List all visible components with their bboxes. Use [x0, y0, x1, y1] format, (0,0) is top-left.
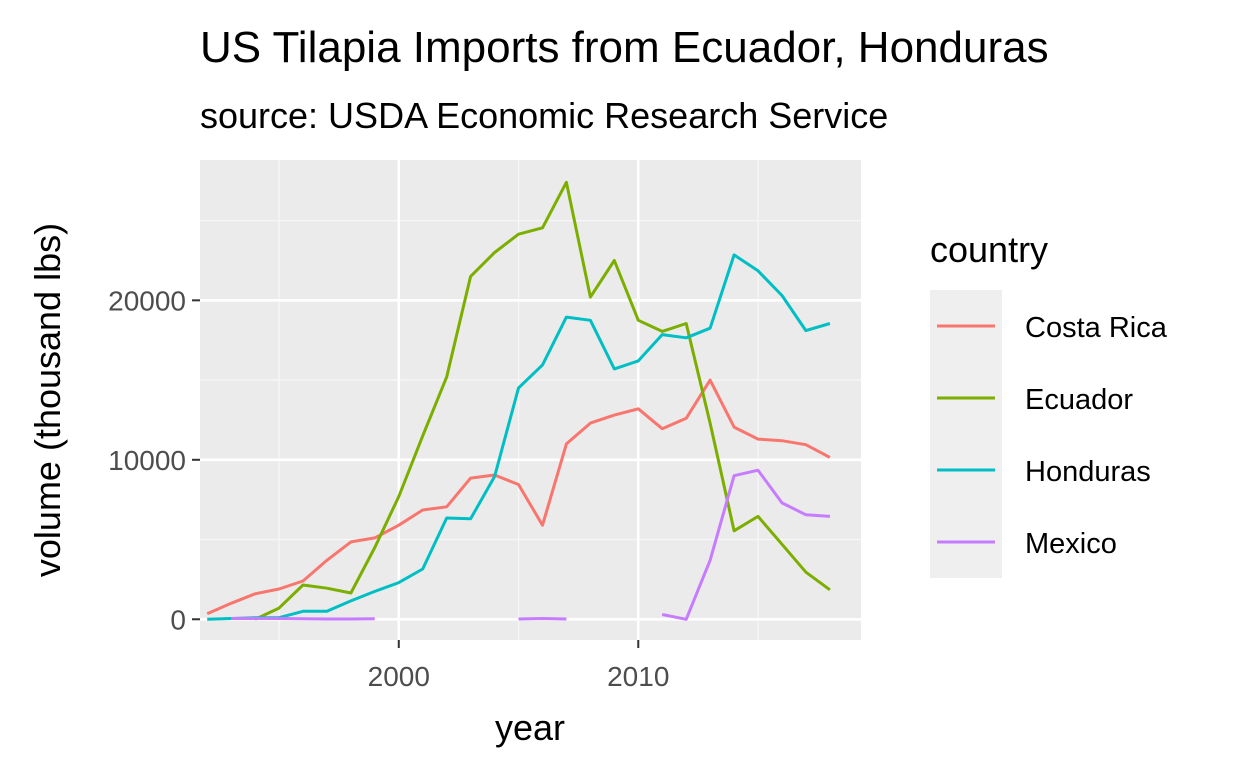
legend-key-background	[930, 290, 1002, 578]
series-line-mexico	[518, 617, 567, 621]
axes: 2000 2010 0 10000 20000	[108, 285, 669, 692]
series-line-costa-rica	[206, 378, 831, 616]
plot-panel	[200, 160, 861, 640]
x-tick-label: 2000	[368, 661, 430, 692]
legend-item: Ecuador	[937, 384, 1133, 416]
legend: country Costa Rica Ecuador Honduras Mexico	[930, 229, 1168, 578]
legend-label: Honduras	[1025, 456, 1151, 488]
chart-title: US Tilapia Imports from Ecuador, Hondura…	[200, 23, 1049, 72]
series-line-mexico	[231, 617, 375, 621]
y-axis-title: volume (thousand lbs)	[27, 223, 68, 577]
legend-title: country	[930, 229, 1048, 270]
y-tick-label: 0	[170, 604, 186, 635]
legend-label: Mexico	[1025, 528, 1117, 560]
legend-item: Costa Rica	[937, 312, 1168, 344]
chart-subtitle: source: USDA Economic Research Service	[200, 95, 888, 136]
y-tick-label: 10000	[108, 445, 186, 476]
y-tick-label: 20000	[108, 285, 186, 316]
x-axis-title: year	[495, 707, 565, 748]
series-lines	[206, 180, 831, 621]
series-line-mexico	[661, 468, 830, 621]
series-line-ecuador	[254, 180, 831, 621]
x-tick-label: 2010	[607, 661, 669, 692]
legend-item: Mexico	[937, 528, 1117, 560]
legend-label: Ecuador	[1025, 384, 1133, 416]
series-line-honduras	[207, 253, 831, 621]
legend-item: Honduras	[937, 456, 1151, 488]
legend-label: Costa Rica	[1025, 312, 1168, 344]
